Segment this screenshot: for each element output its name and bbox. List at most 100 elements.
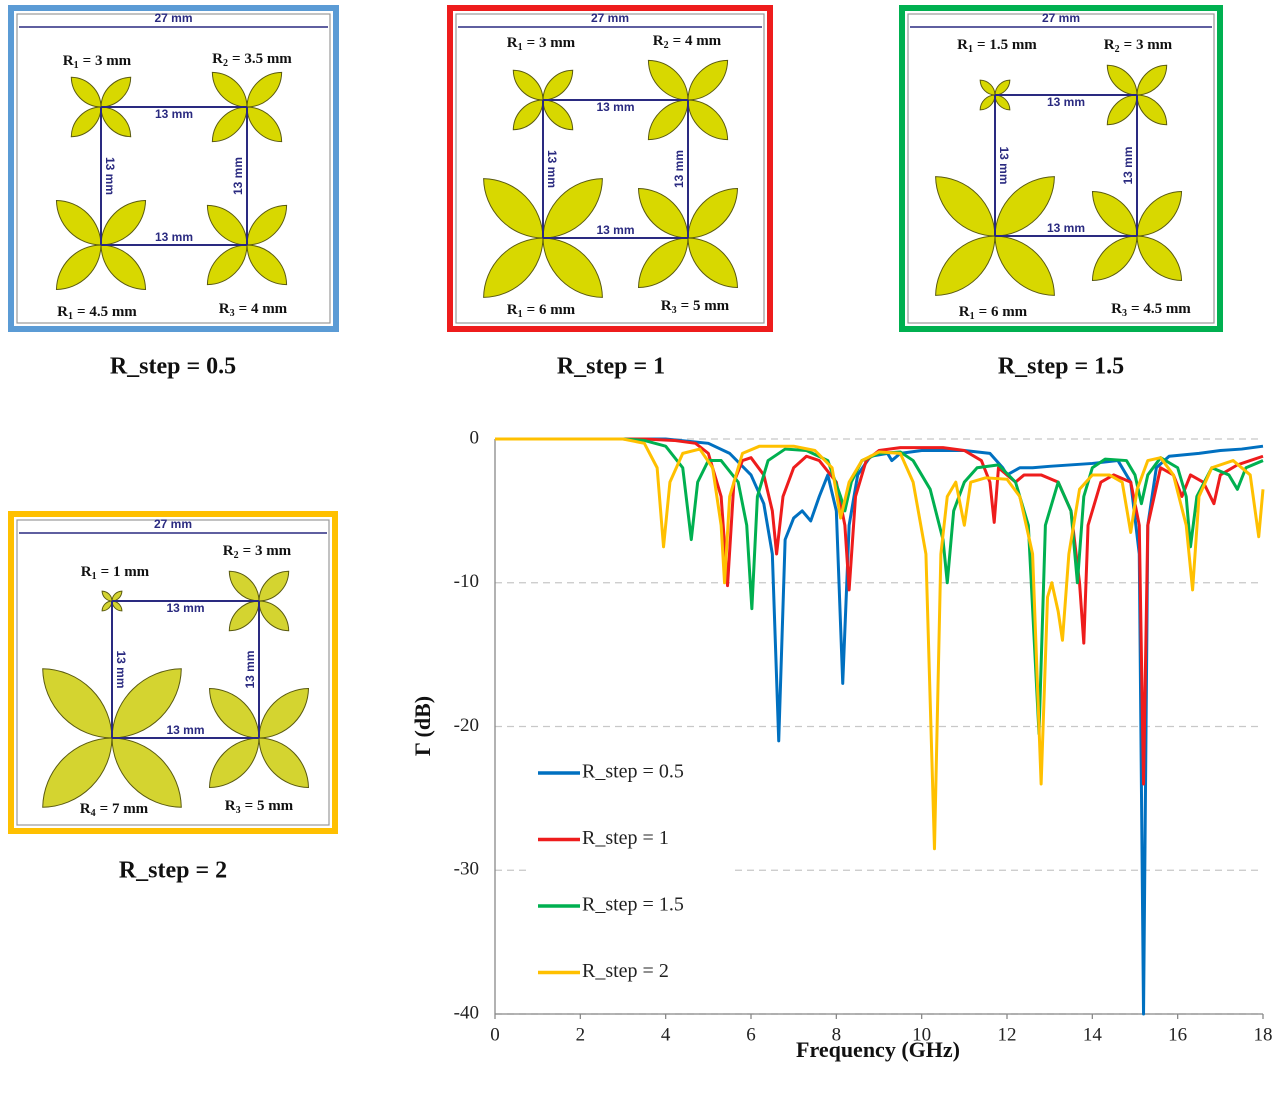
radius-subscript: 2: [234, 550, 239, 561]
petal: [228, 600, 260, 632]
radius-symbol: R: [957, 37, 968, 53]
petal: [1136, 235, 1183, 282]
radius-label: R1 = 1.5 mm: [957, 37, 1037, 55]
radius-subscript: 2: [1115, 44, 1120, 55]
petal: [687, 187, 739, 239]
x-tick-label: 12: [998, 1024, 1017, 1045]
x-tick-label: 4: [661, 1024, 671, 1045]
petal: [512, 69, 544, 101]
petal: [101, 590, 113, 602]
radius-value: = 5 mm: [245, 798, 294, 814]
radius-symbol: R: [507, 35, 518, 51]
radius-label: R2 = 3.5 mm: [212, 51, 292, 69]
radius-symbol: R: [219, 301, 230, 317]
radius-symbol: R: [661, 298, 672, 314]
radius-value: = 3 mm: [243, 543, 292, 559]
petal: [55, 244, 102, 291]
petal: [647, 59, 689, 101]
petal: [483, 237, 544, 298]
radius-symbol: R: [63, 53, 74, 69]
petal: [258, 570, 290, 602]
panel-caption: R_step = 0.5: [110, 354, 236, 380]
x-axis-title: Frequency (GHz): [796, 1037, 960, 1062]
radius-symbol: R: [225, 798, 236, 814]
spacing-label: 13 mm: [114, 650, 128, 688]
radius-label: R3 = 4.5 mm: [1111, 301, 1191, 319]
radius-subscript: 3: [1122, 308, 1127, 319]
radius-label: R3 = 5 mm: [661, 298, 730, 316]
x-tick-label: 14: [1083, 1024, 1103, 1045]
petal: [994, 235, 1055, 296]
petal: [208, 737, 260, 789]
x-tick-label: 6: [746, 1024, 756, 1045]
radius-label: R1 = 3 mm: [63, 53, 132, 71]
petal: [979, 79, 996, 96]
series-line: [495, 437, 1264, 786]
petal: [542, 99, 574, 131]
spacing-label: 13 mm: [1047, 95, 1085, 109]
radius-subscript: 3: [672, 305, 677, 316]
spacing-label: 13 mm: [545, 150, 559, 188]
radius-symbol: R: [57, 304, 68, 320]
petal: [1106, 64, 1138, 96]
x-tick-label: 16: [1168, 1024, 1187, 1045]
petal: [42, 737, 113, 808]
radius-subscript: 1: [970, 311, 975, 322]
radius-subscript: 1: [68, 311, 73, 322]
spacing-label: 13 mm: [1121, 146, 1135, 184]
radius-subscript: 1: [92, 571, 97, 582]
legend-label: R_step = 2: [582, 960, 669, 982]
radius-subscript: 1: [968, 44, 973, 55]
petal: [687, 99, 729, 141]
petal: [246, 106, 283, 143]
radius-label: R2 = 4 mm: [653, 33, 722, 51]
petal: [246, 204, 288, 246]
x-tick-label: 18: [1254, 1024, 1273, 1045]
petal: [1091, 190, 1138, 237]
radius-value: = 7 mm: [100, 801, 149, 817]
radius-label: R1 = 6 mm: [507, 302, 576, 320]
petal: [206, 204, 248, 246]
radius-subscript: 3: [230, 308, 235, 319]
radius-subscript: 3: [236, 805, 241, 816]
radius-value: = 1.5 mm: [977, 37, 1037, 53]
petal: [246, 71, 283, 108]
petal: [258, 737, 310, 789]
petal: [542, 69, 574, 101]
petal: [208, 687, 260, 739]
spacing-label: 13 mm: [166, 723, 204, 737]
radius-value: = 4.5 mm: [1131, 301, 1191, 317]
radius-subscript: 1: [518, 309, 523, 320]
radius-label: R3 = 5 mm: [225, 798, 294, 816]
petal: [258, 687, 310, 739]
petal: [111, 600, 123, 612]
panel-caption: R_step = 1.5: [998, 354, 1124, 380]
legend-label: R_step = 1: [582, 827, 669, 849]
petal: [206, 244, 248, 286]
radius-value: = 4 mm: [673, 33, 722, 49]
x-tick-label: 2: [576, 1024, 586, 1045]
y-axis-title: Γ (dB): [410, 696, 435, 756]
radius-symbol: R: [212, 51, 223, 67]
x-tick-label: 0: [490, 1024, 500, 1045]
radius-value: = 1 mm: [101, 564, 150, 580]
spacing-label: 13 mm: [155, 230, 193, 244]
radius-label: R2 = 3 mm: [1104, 37, 1173, 55]
petal: [70, 76, 102, 108]
petal: [258, 600, 290, 632]
radius-value: = 6 mm: [527, 302, 576, 318]
radius-label: R1 = 6 mm: [959, 304, 1028, 322]
radius-value: = 6 mm: [979, 304, 1028, 320]
y-tick-label: 0: [470, 427, 480, 448]
petal: [100, 106, 132, 138]
panel-caption: R_step = 1: [557, 354, 665, 380]
radius-label: R1 = 4.5 mm: [57, 304, 137, 322]
width-label: 27 mm: [154, 517, 192, 531]
radius-subscript: 4: [91, 808, 96, 819]
y-tick-label: -20: [454, 715, 479, 736]
x-tick-label: 10: [912, 1024, 931, 1045]
